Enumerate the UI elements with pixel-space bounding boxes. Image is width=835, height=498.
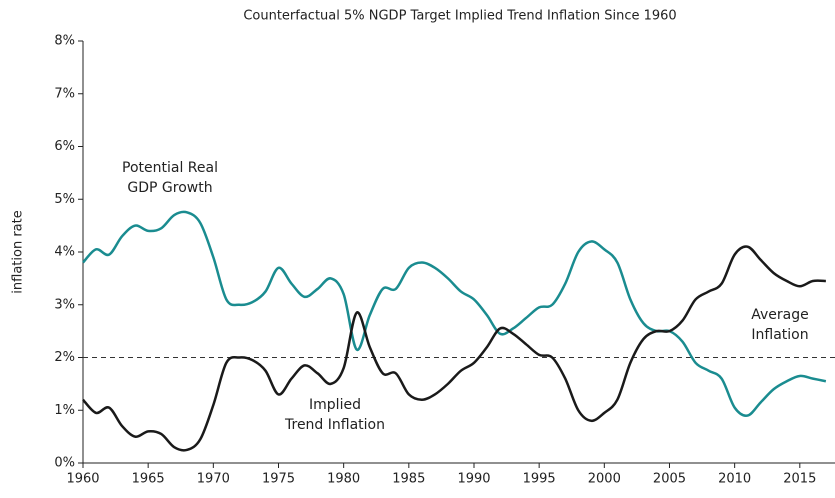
y-tick-label: 1%: [54, 403, 75, 418]
x-tick-label: 1985: [392, 472, 425, 487]
x-tick-label: 1960: [66, 472, 99, 487]
annotation: GDP Growth: [127, 180, 212, 196]
x-tick-label: 1995: [523, 472, 556, 487]
x-tick-label: 1975: [262, 472, 295, 487]
x-tick-label: 1970: [197, 472, 230, 487]
x-tick-label: 1990: [457, 472, 490, 487]
annotation: Trend Inflation: [284, 417, 385, 433]
y-tick-label: 7%: [54, 86, 75, 101]
annotation: Inflation: [751, 327, 808, 343]
chart-title: Counterfactual 5% NGDP Target Implied Tr…: [243, 9, 676, 24]
x-tick-label: 1980: [327, 472, 360, 487]
x-tick-label: 1965: [132, 472, 165, 487]
x-tick-label: 2000: [588, 472, 621, 487]
y-tick-label: 0%: [54, 456, 75, 471]
y-tick-label: 2%: [54, 350, 75, 365]
annotation: Potential Real: [122, 160, 218, 176]
y-tick-label: 8%: [54, 34, 75, 49]
y-tick-label: 5%: [54, 192, 75, 207]
series-line: [82, 210, 827, 417]
y-axis-label: inflation rate: [11, 210, 26, 293]
annotation: Average: [751, 307, 809, 323]
series-line: [82, 245, 826, 452]
y-tick-label: 3%: [54, 297, 75, 312]
y-tick-label: 6%: [54, 139, 75, 154]
x-tick-label: 2015: [783, 472, 816, 487]
x-tick-label: 2010: [718, 472, 751, 487]
annotation: Implied: [309, 397, 361, 413]
y-tick-label: 4%: [54, 245, 75, 260]
x-tick-label: 2005: [653, 472, 686, 487]
